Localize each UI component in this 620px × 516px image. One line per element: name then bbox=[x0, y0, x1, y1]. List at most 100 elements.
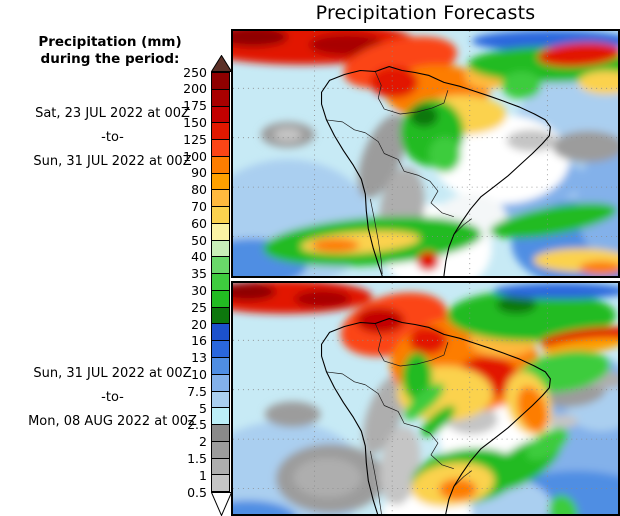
precipitation-blob bbox=[357, 114, 407, 199]
country-borders bbox=[326, 71, 472, 275]
precipitation-field bbox=[233, 283, 618, 514]
colorbar-tick-label: 2 bbox=[199, 434, 207, 450]
precipitation-blob bbox=[548, 494, 578, 514]
colorbar-tick-label: 5 bbox=[199, 400, 207, 416]
colorbar-tick-label: 50 bbox=[191, 232, 207, 248]
precipitation-blob bbox=[489, 203, 618, 239]
precipitation-blob bbox=[356, 307, 405, 334]
colorbar-segment bbox=[212, 440, 229, 458]
precipitation-blob bbox=[496, 295, 537, 314]
colorbar-segment bbox=[212, 139, 229, 156]
colorbar-tick-labels: 250 200 175 150 125 100 90 80 70 60 50 40 35 30 25 20 16… bbox=[167, 55, 207, 516]
precipitation-blob bbox=[537, 42, 618, 67]
map-panel-period2 bbox=[231, 281, 620, 516]
colorbar-segment bbox=[212, 273, 229, 290]
colorbar-tick-label: 35 bbox=[191, 266, 207, 282]
legend-heading: Precipitation (mm) during the period: bbox=[0, 34, 220, 68]
colorbar-overflow-arrow-icon bbox=[211, 55, 232, 72]
colorbar-segment bbox=[212, 189, 229, 207]
colorbar-segment bbox=[212, 357, 229, 374]
colorbar-tick-label: 0.5 bbox=[187, 484, 207, 500]
period2-end: Mon, 08 AUG 2022 at 00Z bbox=[28, 414, 197, 429]
precipitation-blob bbox=[370, 66, 419, 99]
colorbar-tick-label: 16 bbox=[191, 333, 207, 349]
colorbar-segment bbox=[212, 373, 229, 391]
colorbar-tick-label: 60 bbox=[191, 215, 207, 231]
colorbar-segment bbox=[212, 172, 229, 190]
precipitation-field bbox=[233, 31, 618, 276]
colorbar-segment bbox=[212, 256, 229, 274]
country-borders bbox=[326, 323, 472, 514]
precipitation-blob bbox=[438, 478, 477, 501]
precipitation-blob bbox=[273, 127, 302, 142]
colorbar-tick-label: 10 bbox=[191, 366, 207, 382]
colorbar-segment bbox=[212, 73, 229, 89]
colorbar-underflow-arrow-icon bbox=[211, 492, 232, 516]
colorbar-tick-label: 90 bbox=[191, 165, 207, 181]
precipitation-blob bbox=[541, 337, 618, 355]
precipitation-blob bbox=[428, 136, 461, 173]
period1-end: Sun, 31 JUL 2022 at 00Z bbox=[33, 154, 192, 169]
colorbar-segment bbox=[212, 206, 229, 223]
period1-start: Sat, 23 JUL 2022 at 00Z bbox=[35, 106, 190, 121]
colorbar-tick-label: 125 bbox=[183, 131, 207, 147]
precipitation-blob bbox=[526, 427, 569, 461]
south-america-coastline bbox=[320, 66, 551, 276]
colorbar-tick-label: 13 bbox=[191, 350, 207, 366]
period2-label: Sun, 31 JUL 2022 at 00Z -to- Mon, 08 AUG… bbox=[0, 366, 225, 430]
legend-heading-line2: during the period: bbox=[40, 51, 180, 67]
precipitation-blob bbox=[579, 261, 618, 276]
colorbar-tick-label: 250 bbox=[183, 64, 207, 80]
period2-separator: -to- bbox=[101, 390, 124, 405]
colorbar-segment bbox=[212, 474, 229, 492]
precipitation-blob bbox=[552, 130, 618, 163]
colorbar-segment bbox=[212, 222, 229, 240]
colorbar-segment bbox=[212, 323, 229, 341]
colorbar-scale bbox=[211, 72, 230, 492]
colorbar-segment bbox=[212, 105, 229, 123]
legend-heading-line1: Precipitation (mm) bbox=[38, 34, 182, 50]
colorbar-segment bbox=[212, 306, 229, 324]
precipitation-colorbar: 250 200 175 150 125 100 90 80 70 60 50 40 35 30 25 20 16… bbox=[167, 55, 232, 516]
period1-label: Sat, 23 JUL 2022 at 00Z -to- Sun, 31 JUL… bbox=[0, 106, 225, 170]
precipitation-blob bbox=[233, 500, 296, 514]
precipitation-blob bbox=[379, 426, 421, 505]
colorbar-segment bbox=[212, 155, 229, 173]
precipitation-blob bbox=[362, 374, 406, 454]
precipitation-blob bbox=[420, 405, 456, 437]
colorbar-tick-label: 40 bbox=[191, 249, 207, 265]
colorbar-segment bbox=[212, 239, 229, 257]
colorbar-tick-label: 150 bbox=[183, 114, 207, 130]
colorbar-tick-label: 175 bbox=[183, 98, 207, 114]
colorbar-segment bbox=[212, 407, 229, 425]
colorbar-segment bbox=[212, 289, 229, 307]
colorbar-tick-label: 80 bbox=[191, 182, 207, 198]
precipitation-blob bbox=[293, 457, 362, 498]
map-panel-period1 bbox=[231, 29, 620, 278]
colorbar-tick-label: 100 bbox=[183, 148, 207, 164]
precipitation-blob bbox=[264, 401, 321, 428]
precipitation-blob bbox=[311, 238, 360, 253]
precipitation-blob bbox=[233, 31, 288, 47]
precipitation-map-period1 bbox=[233, 31, 618, 276]
precipitation-blob bbox=[402, 352, 432, 402]
precipitation-blob bbox=[233, 283, 276, 301]
precipitation-blob bbox=[294, 289, 351, 308]
colorbar-tick-label: 30 bbox=[191, 282, 207, 298]
colorbar-tick-label: 1 bbox=[199, 467, 207, 483]
precipitation-blob bbox=[403, 383, 445, 420]
colorbar-tick-label: 7.5 bbox=[187, 383, 207, 399]
colorbar-segment bbox=[212, 424, 229, 441]
precipitation-blob bbox=[493, 283, 618, 299]
precipitation-blob bbox=[446, 289, 617, 342]
colorbar-tick-label: 70 bbox=[191, 198, 207, 214]
precipitation-blob bbox=[501, 71, 542, 100]
colorbar-tick-label: 20 bbox=[191, 316, 207, 332]
page-title: Precipitation Forecasts bbox=[315, 2, 536, 24]
precipitation-blob bbox=[506, 129, 557, 152]
precipitation-blob bbox=[544, 414, 579, 429]
precipitation-blob bbox=[578, 70, 618, 95]
colorbar-tick-label: 1.5 bbox=[187, 450, 207, 466]
colorbar-segment bbox=[212, 122, 229, 140]
precipitation-map-period2 bbox=[233, 283, 618, 514]
